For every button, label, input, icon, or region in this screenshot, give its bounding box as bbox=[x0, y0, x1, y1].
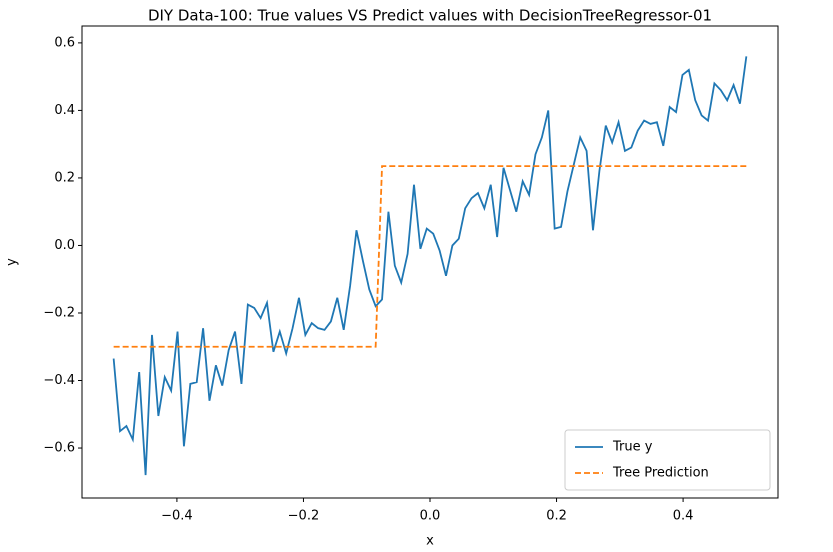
x-tick-label: −0.4 bbox=[161, 509, 193, 524]
y-tick-label: −0.2 bbox=[43, 305, 75, 320]
y-tick-label: −0.4 bbox=[43, 373, 75, 388]
plot-frame bbox=[81, 25, 779, 499]
legend-label: True y bbox=[612, 440, 653, 455]
y-tick-label: 0.2 bbox=[54, 170, 75, 185]
line-series bbox=[113, 165, 747, 348]
y-tick-label: −0.6 bbox=[43, 441, 75, 456]
y-tick-label: 0.0 bbox=[54, 238, 75, 253]
x-tick-label: 0.4 bbox=[673, 509, 694, 524]
x-axis-label: x bbox=[426, 534, 434, 549]
y-tick-label: 0.6 bbox=[54, 35, 75, 50]
x-tick-label: −0.2 bbox=[288, 509, 320, 524]
y-axis-label: y bbox=[5, 258, 20, 266]
x-tick-label: 0.2 bbox=[546, 509, 567, 524]
legend-label: Tree Prediction bbox=[612, 466, 709, 481]
legend-box bbox=[564, 429, 771, 491]
chart-title: DIY Data-100: True values VS Predict val… bbox=[148, 7, 712, 25]
x-tick-label: 0.0 bbox=[420, 509, 441, 524]
line-series bbox=[112, 56, 748, 476]
y-tick-label: 0.4 bbox=[54, 103, 75, 118]
